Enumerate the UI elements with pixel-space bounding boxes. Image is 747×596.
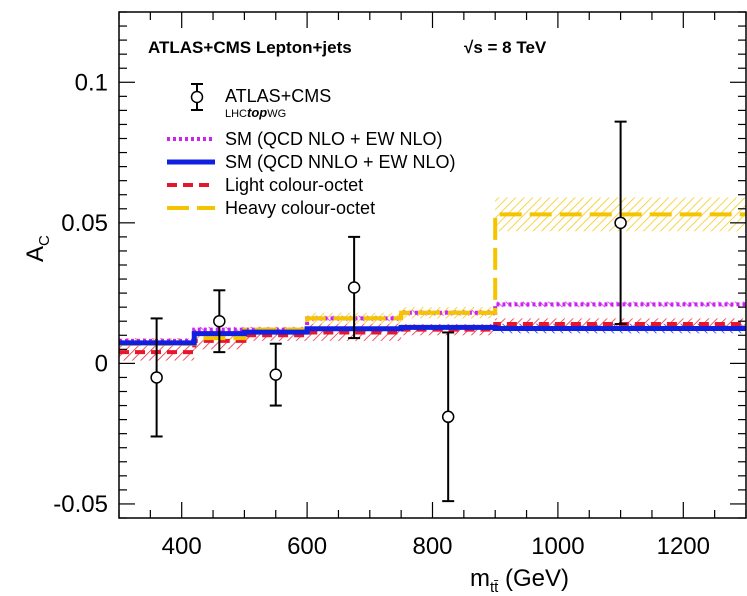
legend-label-sm-qcd-nlo-ew-nlo: SM (QCD NLO + EW NLO) xyxy=(225,129,443,149)
legend-data-label: ATLAS+CMS xyxy=(225,86,331,106)
legend-data-sublabel: LHCtopWG xyxy=(225,105,286,120)
sublabel-suffix: WG xyxy=(267,108,286,120)
line-sm-qcd-nnlo-ew-nlo xyxy=(119,324,746,346)
x-tick-label: 600 xyxy=(287,533,327,560)
legend-label-sm-qcd-nnlo-ew-nlo: SM (QCD NNLO + EW NLO) xyxy=(225,152,456,172)
legend-label-light-colour-octet: Light colour-octet xyxy=(225,175,363,195)
data-point-5 xyxy=(614,216,627,230)
y-tick-label: 0 xyxy=(95,350,108,377)
x-axis-label-main: m xyxy=(470,565,490,592)
x-tick-label: 1000 xyxy=(531,533,584,560)
data-points xyxy=(150,120,627,503)
sublabel-prefix: LHC xyxy=(225,108,247,120)
data-point-2 xyxy=(269,368,282,381)
x-tick-label: 1200 xyxy=(657,533,710,560)
axes: 400 600 800 1000 1200 -0.05 0 0.05 0.1 xyxy=(53,11,747,560)
y-axis-label-main: A xyxy=(22,246,49,262)
data-point-4 xyxy=(441,410,455,424)
x-tick-label: 800 xyxy=(412,533,452,560)
data-point-0 xyxy=(150,371,163,384)
x-tick-label: 400 xyxy=(162,533,202,560)
legend-data-marker xyxy=(190,90,204,104)
header-energy: √s = 8 TeV xyxy=(464,38,547,57)
data-point-1 xyxy=(213,314,226,328)
y-tick-label: -0.05 xyxy=(53,491,108,518)
x-axis-label-unit: (GeV) xyxy=(498,565,569,592)
y-axis-label: AC xyxy=(22,235,53,262)
header-experiment: ATLAS+CMS Lepton+jets xyxy=(148,38,352,57)
sublabel-italic: top xyxy=(247,105,267,120)
x-axis-label: mtt̄ (GeV) xyxy=(470,565,569,596)
band-light-colour-octet-bin-2 xyxy=(244,329,308,341)
y-tick-label: 0.05 xyxy=(61,210,108,237)
plot-background xyxy=(119,12,746,518)
x-axis-label-sub: tt̄ xyxy=(490,579,499,596)
y-axis-label-sub: C xyxy=(36,235,53,246)
data-point-3 xyxy=(347,281,361,294)
legend-label-heavy-colour-octet: Heavy colour-octet xyxy=(225,198,375,218)
y-tick-label: 0.1 xyxy=(75,69,108,96)
prediction-lines xyxy=(119,212,746,355)
